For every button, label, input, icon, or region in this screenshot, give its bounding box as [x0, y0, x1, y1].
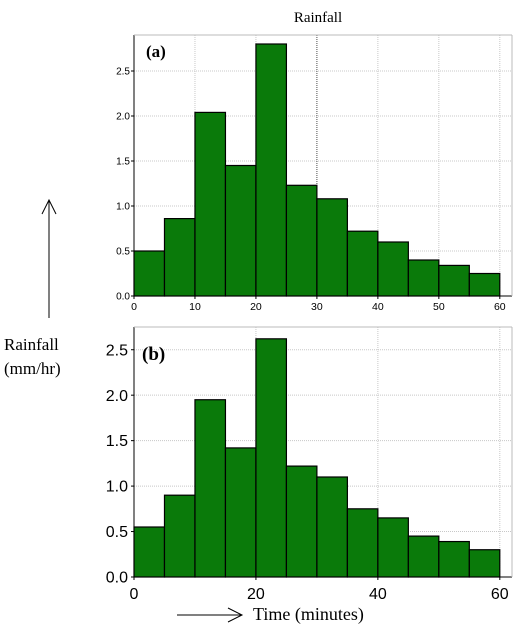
y-tick-label: 2.5: [106, 342, 128, 359]
bar: [438, 540, 470, 578]
x-tick-label: 60: [491, 586, 509, 603]
bar: [407, 259, 440, 297]
y-axis-arrow: [41, 198, 57, 318]
bar: [163, 218, 196, 297]
y-tick-label: 0.5: [116, 247, 130, 258]
y-tick-label: 0.5: [106, 524, 128, 541]
y-tick-label: 1.5: [106, 433, 128, 450]
panel-a: 0.0 0.5 1.0 1.5 2.0 2.5 0 10 20 30 40 50 60 (a): [116, 34, 513, 313]
bar: [468, 549, 501, 578]
y-tick-label: 1.0: [106, 479, 128, 496]
bar: [194, 111, 227, 297]
x-tick-label: 50: [433, 301, 445, 313]
x-axis-label: Time (minutes): [253, 604, 364, 625]
bar: [346, 508, 379, 578]
x-tick-label: 60: [494, 301, 506, 313]
chart-title: Rainfall: [294, 10, 342, 26]
y-tick-label: 1.5: [116, 157, 130, 168]
x-tick-label: 20: [247, 586, 265, 603]
panel-label: (a): [146, 42, 166, 61]
y-axis-label-line1: Rainfall: [4, 335, 59, 354]
y-tick-label: 0.0: [106, 570, 128, 587]
bar: [133, 250, 166, 297]
panel-label: (b): [142, 344, 165, 365]
bar: [346, 230, 379, 297]
bar: [285, 184, 318, 297]
bar: [224, 164, 257, 297]
bar: [194, 399, 227, 578]
bar: [316, 476, 348, 578]
y-tick-label: 1.0: [116, 202, 130, 213]
bar: [316, 198, 348, 297]
bar: [407, 535, 440, 578]
y-tick-label: 2.5: [116, 67, 130, 78]
x-tick-label: 20: [250, 301, 262, 313]
bars: [133, 43, 501, 297]
bar: [377, 241, 409, 297]
bar: [255, 338, 288, 578]
bar: [468, 272, 501, 297]
x-tick-label: 40: [369, 586, 387, 603]
bar: [133, 526, 166, 578]
bar: [438, 264, 470, 297]
bar: [377, 517, 409, 578]
x-axis-arrow: [177, 607, 244, 623]
y-tick-label: 2.0: [116, 112, 130, 123]
y-axis-label-line2: (mm/hr): [4, 359, 61, 378]
x-tick-label: 0: [130, 586, 139, 603]
y-tick-label: 0.0: [116, 292, 130, 303]
bar: [255, 43, 288, 297]
bar: [163, 494, 196, 578]
x-tick-label: 10: [189, 301, 201, 313]
x-tick-label: 0: [131, 301, 137, 313]
bar: [285, 465, 318, 578]
bar: [224, 447, 257, 578]
x-tick-label: 30: [311, 301, 323, 313]
y-tick-label: 2.0: [106, 388, 128, 405]
x-tick-label: 40: [372, 301, 384, 313]
panel-b: 0.0 0.5 1.0 1.5 2.0 2.5 0 20 40 60 (b): [106, 326, 513, 603]
